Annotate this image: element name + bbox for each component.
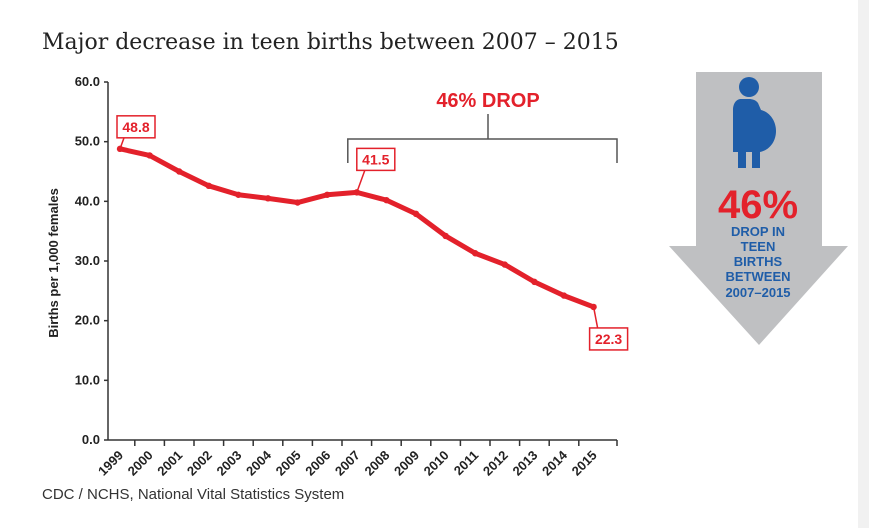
x-tick-label: 2013: [509, 448, 540, 479]
infographic-line-2: TEEN: [741, 239, 776, 254]
down-arrow-shape: [669, 72, 848, 345]
callout-layer: 48.8 41.5 22.3: [116, 115, 629, 351]
infographic-line-4: BETWEEN: [726, 269, 791, 284]
y-axis-label: Births per 1,000 females: [46, 188, 61, 338]
x-tick-label: 2010: [421, 448, 452, 479]
x-tick-label: 2014: [539, 447, 571, 479]
callout-leader: [119, 137, 125, 150]
y-tick-label: 60.0: [75, 74, 100, 89]
drop-infographic: 46% DROP IN TEEN BIRTHS BETWEEN 2007–201…: [669, 72, 848, 345]
y-tick-label: 20.0: [75, 313, 100, 328]
x-tick-label: 2012: [480, 448, 511, 479]
source-note: CDC / NCHS, National Vital Statistics Sy…: [42, 486, 345, 503]
callout-label: 22.3: [595, 331, 622, 347]
series-line-births: [117, 146, 597, 310]
data-point: [472, 250, 479, 257]
callout-leader: [592, 306, 599, 329]
data-point: [531, 278, 538, 286]
x-tick-label: 2011: [451, 448, 482, 479]
pregnant-figure-icon: [733, 77, 776, 168]
data-point: [264, 195, 272, 202]
y-tick-label: 30.0: [75, 253, 100, 268]
callout-box: [116, 115, 156, 139]
x-tick-label: 2000: [125, 448, 156, 479]
data-point: [146, 152, 153, 159]
data-point: [560, 292, 568, 299]
callout-leader: [356, 170, 366, 193]
x-tick-label: 1999: [95, 448, 126, 479]
callout-box: [356, 147, 396, 172]
data-point: [412, 210, 420, 218]
drop-bracket-label: 46% DROP: [436, 90, 539, 112]
y-tick-label: 50.0: [75, 134, 100, 149]
x-tick-label: 2002: [184, 448, 215, 479]
right-edge-strip: [858, 0, 869, 528]
x-tick-label: 2015: [569, 448, 600, 479]
data-point: [235, 191, 242, 198]
chart-title: Major decrease in teen births between 20…: [42, 30, 619, 55]
callout-label: 48.8: [122, 119, 149, 135]
x-tick-label: 2003: [213, 448, 244, 479]
data-point: [590, 303, 597, 311]
x-tick-label: 2001: [154, 448, 185, 479]
data-point: [501, 261, 508, 268]
x-tick-label: 2006: [302, 448, 333, 479]
data-point: [442, 232, 449, 240]
x-tick-label: 2005: [273, 448, 304, 479]
infographic-percent: 46%: [718, 183, 798, 227]
infographic-line-3: BIRTHS: [734, 254, 783, 269]
data-point: [176, 168, 183, 175]
y-tick-label: 10.0: [75, 372, 100, 387]
y-tick-label: 0.0: [82, 432, 100, 447]
y-tick-labels: 0.0 10.0 20.0 30.0 40.0 50.0 60.0: [75, 74, 108, 447]
x-tick-label: 2008: [361, 448, 392, 479]
x-tick-label: 2007: [332, 448, 363, 479]
infographic-line-1: DROP IN: [731, 224, 785, 239]
data-point: [294, 199, 301, 206]
x-tick-label: 2004: [243, 447, 275, 479]
data-point: [205, 182, 212, 190]
callout-label: 41.5: [362, 151, 389, 167]
chart-axes: [107, 82, 617, 441]
data-point: [324, 191, 331, 198]
callout-box: [588, 327, 629, 351]
drop-bracket: [347, 114, 618, 163]
x-tick-label: 2009: [391, 448, 422, 479]
bracket-line: [347, 138, 618, 163]
infographic-line-5: 2007–2015: [725, 285, 790, 300]
x-tick-labels: 1999200020012002200320042005200620072008…: [95, 440, 618, 479]
y-tick-label: 40.0: [75, 193, 100, 208]
data-point: [383, 196, 390, 204]
